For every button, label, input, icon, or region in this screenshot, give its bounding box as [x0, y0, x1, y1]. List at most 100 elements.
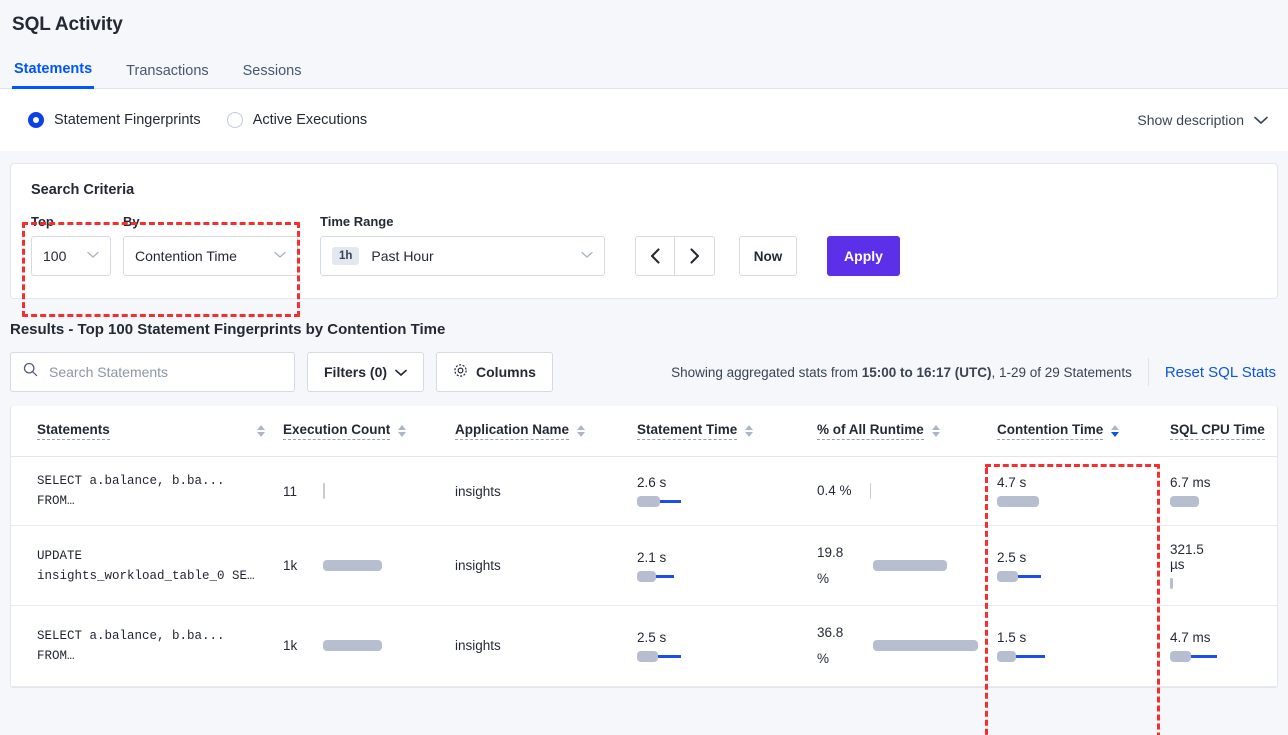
apply-button[interactable]: Apply	[827, 236, 900, 276]
chevron-down-icon	[395, 364, 407, 380]
metric-value: 4.7 s	[997, 475, 1027, 490]
metric-bar	[637, 570, 817, 582]
reset-sql-stats-link[interactable]: Reset SQL Stats	[1164, 363, 1276, 381]
sort-arrows-icon[interactable]	[257, 425, 265, 437]
bar-block	[997, 650, 1016, 662]
column-header-pct-all-runtime[interactable]: % of All Runtime	[817, 406, 980, 457]
chevron-down-icon	[87, 250, 99, 262]
by-select[interactable]: Contention Time	[123, 236, 298, 276]
metric-value: 6.7 ms	[1170, 475, 1211, 490]
column-label: Contention Time	[997, 422, 1104, 440]
by-label: By	[123, 214, 140, 229]
cell-execution-count: 1k	[283, 605, 455, 687]
cell-pct-all-runtime: 0.4 %	[817, 456, 980, 526]
table-row[interactable]: SELECT a.balance, b.ba... FROM… 11 insights…	[11, 456, 1277, 526]
column-header-sql-cpu-time[interactable]: SQL CPU Time	[1155, 406, 1277, 457]
column-header-application-name[interactable]: Application Name	[455, 406, 637, 457]
table-body: SELECT a.balance, b.ba... FROM… 11 insights…	[11, 456, 1277, 687]
cell-statement[interactable]: SELECT a.balance, b.ba... FROM…	[11, 605, 283, 687]
column-header-statements[interactable]: Statements	[11, 406, 283, 457]
metric-value: 2.5 s	[637, 629, 667, 645]
sort-arrows-icon[interactable]	[577, 425, 586, 437]
metric-bar	[1170, 496, 1277, 507]
cell-pct-all-runtime: 36.8 %	[817, 605, 980, 687]
show-description-toggle[interactable]: Show description	[1137, 112, 1276, 128]
metric-bar	[637, 496, 817, 507]
bar-block	[997, 496, 1039, 507]
filters-button[interactable]: Filters (0)	[307, 352, 425, 392]
meta-range: 15:00 to 16:17 (UTC)	[861, 364, 992, 380]
cell-pct-all-runtime: 19.8 %	[817, 525, 980, 607]
filters-label: Filters (0)	[324, 364, 388, 380]
cell-statement[interactable]: UPDATE insights_workload_table_0 SE…	[11, 525, 283, 607]
metric-cell: 321.5 µs	[1155, 542, 1277, 590]
top-field: Top 100	[31, 214, 111, 276]
sort-arrows-icon[interactable]	[1111, 425, 1120, 437]
search-statements-wrap[interactable]	[10, 352, 295, 392]
by-field: By Contention Time	[123, 214, 298, 276]
radio-active-executions[interactable]: Active Executions	[226, 112, 367, 128]
time-range-label: Time Range	[320, 214, 394, 229]
chevron-down-icon	[1254, 112, 1268, 128]
table-row[interactable]: SELECT a.balance, b.ba... FROM… 1k insights…	[11, 605, 1277, 687]
metric-bar	[997, 496, 1155, 507]
cell-execution-count: 1k	[283, 525, 455, 607]
statements-table: Statements Execution Count	[11, 406, 1277, 687]
sort-arrows-icon[interactable]	[745, 425, 754, 437]
table-row[interactable]: UPDATE insights_workload_table_0 SE… 1k ins…	[11, 525, 1277, 607]
radio-statement-fingerprints[interactable]: Statement Fingerprints	[28, 112, 201, 128]
time-range-select[interactable]: 1h Past Hour	[320, 236, 605, 276]
time-range-field: Time Range 1h Past Hour	[320, 214, 605, 276]
sort-arrows-icon[interactable]	[931, 425, 940, 437]
top-label: Top	[31, 214, 54, 229]
time-range-chip: 1h	[332, 247, 360, 265]
bar-block	[637, 496, 660, 507]
column-header-contention-time[interactable]: Contention Time	[980, 406, 1155, 457]
column-label: Application Name	[455, 422, 570, 440]
columns-button[interactable]: Columns	[436, 352, 553, 392]
cell-sql-cpu-time: 4.7 ms	[1155, 605, 1277, 687]
metric-bar	[1170, 578, 1277, 590]
column-header-statement-time[interactable]: Statement Time	[637, 406, 817, 457]
cell-statement[interactable]: SELECT a.balance, b.ba... FROM…	[11, 456, 283, 526]
tab-transactions[interactable]: Transactions	[126, 63, 209, 79]
table-head: Statements Execution Count	[11, 406, 1277, 457]
radio-selected-icon	[28, 112, 44, 128]
bar-block	[873, 640, 978, 652]
bar-block	[873, 560, 947, 572]
divider	[1147, 358, 1149, 386]
tab-sessions[interactable]: Sessions	[242, 63, 302, 79]
search-input[interactable]	[49, 364, 282, 380]
top-select[interactable]: 100	[31, 236, 111, 276]
pct-value: 36.8 %	[817, 625, 844, 666]
metric-value: 1.5 s	[997, 629, 1027, 645]
bar-block	[323, 640, 382, 652]
next-time-button[interactable]	[675, 236, 715, 276]
table-header-row: Statements Execution Count	[11, 406, 1277, 457]
metric-cell: 2.5 s	[980, 550, 1155, 582]
cell-application-name: insights	[455, 525, 637, 607]
metric-value: 4.7 ms	[1170, 629, 1211, 645]
time-range-value-wrap: 1h Past Hour	[332, 247, 573, 265]
sort-arrows-icon[interactable]	[398, 425, 407, 437]
cell-contention-time: 4.7 s	[980, 456, 1155, 526]
tab-bar: Statements Transactions Sessions	[0, 61, 1288, 89]
time-range-value: Past Hour	[371, 248, 434, 264]
search-icon	[23, 362, 38, 382]
metric-cell: 4.7 ms	[1155, 629, 1277, 662]
bar-block	[323, 483, 325, 499]
tab-statements[interactable]: Statements	[12, 61, 95, 89]
radio-statement-fingerprints-label: Statement Fingerprints	[54, 112, 201, 128]
now-button[interactable]: Now	[739, 236, 797, 276]
metric-value: 2.5 s	[997, 549, 1027, 565]
view-toggle-bar: Statement Fingerprints Active Executions…	[0, 89, 1288, 151]
chevron-down-icon	[581, 250, 593, 262]
bar-line	[656, 574, 674, 578]
cell-application-name: insights	[455, 605, 637, 687]
column-header-execution-count[interactable]: Execution Count	[283, 406, 455, 457]
bar-block	[1170, 578, 1173, 590]
chevron-down-icon	[274, 250, 286, 262]
metric-value: 2.6 s	[637, 475, 667, 490]
previous-time-button[interactable]	[635, 236, 675, 276]
